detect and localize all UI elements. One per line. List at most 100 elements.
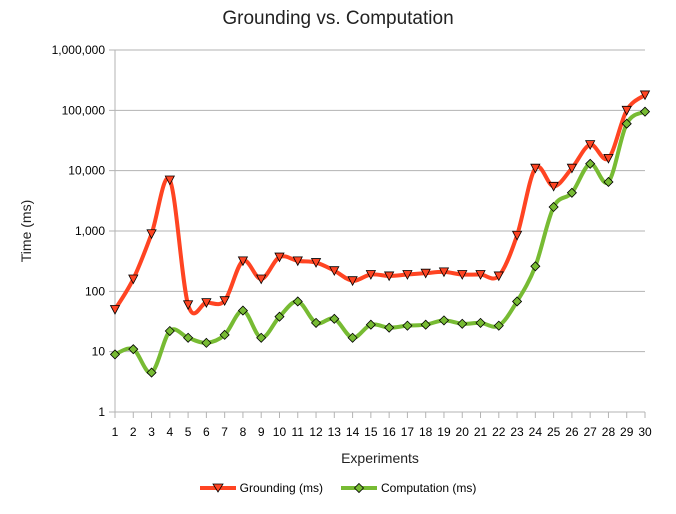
y-tick-label: 10 <box>92 345 106 359</box>
series-lines <box>113 93 647 375</box>
x-tick-label: 1 <box>112 425 119 439</box>
data-point-0 <box>109 305 121 315</box>
data-point-0 <box>201 298 212 308</box>
data-point-1 <box>329 313 340 324</box>
x-tick-label: 18 <box>419 425 433 439</box>
y-tick-labels: 1 10 100 1,000 10,000 100,000 1,000,000 <box>52 43 106 419</box>
data-point-1 <box>566 187 577 198</box>
data-point-0 <box>383 271 395 282</box>
x-tick-label: 14 <box>346 425 360 439</box>
data-point-1 <box>201 337 212 348</box>
x-tick-label: 12 <box>309 425 323 439</box>
data-point-0 <box>237 256 249 267</box>
data-point-1 <box>402 320 413 331</box>
data-point-0 <box>274 252 285 263</box>
data-point-1 <box>365 319 376 330</box>
y-tick-label: 10,000 <box>68 164 105 178</box>
x-axis-title: Experiments <box>341 450 419 466</box>
data-point-1 <box>530 261 541 272</box>
data-point-1 <box>237 305 248 316</box>
x-tick-label: 2 <box>130 425 137 439</box>
x-tick-label: 19 <box>437 425 451 439</box>
data-point-1 <box>585 158 596 169</box>
x-tick-label: 27 <box>583 425 597 439</box>
data-point-1 <box>219 329 230 340</box>
data-point-0 <box>621 105 632 116</box>
data-point-0 <box>256 274 267 285</box>
data-point-1 <box>438 315 450 326</box>
x-tick-label: 6 <box>203 425 210 439</box>
legend-label-grounding: Grounding (ms) <box>239 481 323 495</box>
data-point-1 <box>548 201 559 213</box>
x-tick-label: 11 <box>292 425 305 439</box>
x-tick-label: 8 <box>240 425 247 439</box>
y-tick-label: 1,000 <box>75 224 105 238</box>
data-point-1 <box>420 319 431 330</box>
data-point-0 <box>603 153 614 164</box>
x-tick-label: 23 <box>510 425 524 439</box>
data-point-1 <box>183 332 194 343</box>
data-point-0 <box>420 268 431 279</box>
data-point-0 <box>128 274 139 285</box>
x-tick-label: 4 <box>166 425 173 439</box>
data-point-1 <box>512 296 523 307</box>
x-tick-label: 7 <box>221 425 228 439</box>
data-point-1 <box>292 296 303 307</box>
data-point-1 <box>603 176 614 188</box>
data-point-0 <box>493 271 504 282</box>
data-point-0 <box>548 181 559 192</box>
legend-label-computation: Computation (ms) <box>381 481 477 495</box>
data-point-0 <box>329 266 340 277</box>
data-point-1 <box>256 332 267 343</box>
data-point-0 <box>566 163 578 174</box>
data-point-0 <box>347 276 358 287</box>
legend: Grounding (ms) Computation (ms) <box>0 481 676 495</box>
x-tick-label: 20 <box>456 425 470 439</box>
x-tick-label: 28 <box>602 425 616 439</box>
data-point-1 <box>493 320 504 331</box>
x-tick-label: 13 <box>328 425 342 439</box>
series-markers <box>109 90 651 378</box>
data-point-1 <box>109 349 121 360</box>
data-point-1 <box>621 118 632 129</box>
data-point-0 <box>402 270 413 280</box>
x-tick-label: 3 <box>148 425 155 439</box>
x-tick-label: 5 <box>185 425 192 439</box>
x-tick-label: 29 <box>620 425 634 439</box>
y-axis-title: Time (ms) <box>18 200 34 262</box>
x-tick-label: 24 <box>529 425 543 439</box>
x-tick-label: 30 <box>638 425 652 439</box>
data-point-0 <box>639 90 651 101</box>
y-tick-label: 1,000,000 <box>52 43 106 57</box>
data-point-0 <box>146 229 157 240</box>
data-point-1 <box>475 317 486 328</box>
x-tick-label: 17 <box>401 425 415 439</box>
data-point-0 <box>292 256 303 267</box>
data-point-1 <box>639 106 651 117</box>
data-point-0 <box>457 270 468 280</box>
data-point-0 <box>164 175 175 186</box>
data-point-1 <box>164 325 175 337</box>
y-tick-label: 100,000 <box>62 103 106 117</box>
legend-swatch-grounding <box>199 483 236 493</box>
x-tick-label: 25 <box>547 425 561 439</box>
data-point-0 <box>438 267 450 278</box>
axes <box>114 50 646 418</box>
legend-item-computation: Computation (ms) <box>341 481 476 495</box>
y-tick-label: 100 <box>85 284 105 298</box>
data-point-0 <box>310 258 322 268</box>
data-point-0 <box>219 296 230 307</box>
y-tick-label: 1 <box>98 405 105 419</box>
data-point-1 <box>457 318 468 329</box>
data-point-0 <box>182 300 194 311</box>
data-point-0 <box>365 270 377 280</box>
grid-lines <box>109 49 645 413</box>
data-point-0 <box>475 270 486 280</box>
x-tick-label: 26 <box>565 425 579 439</box>
x-tick-label: 16 <box>382 425 396 439</box>
chart-title: Grounding vs. Computation <box>222 8 454 29</box>
data-point-1 <box>384 322 395 333</box>
data-point-0 <box>585 140 596 150</box>
x-tick-label: 10 <box>273 425 287 439</box>
